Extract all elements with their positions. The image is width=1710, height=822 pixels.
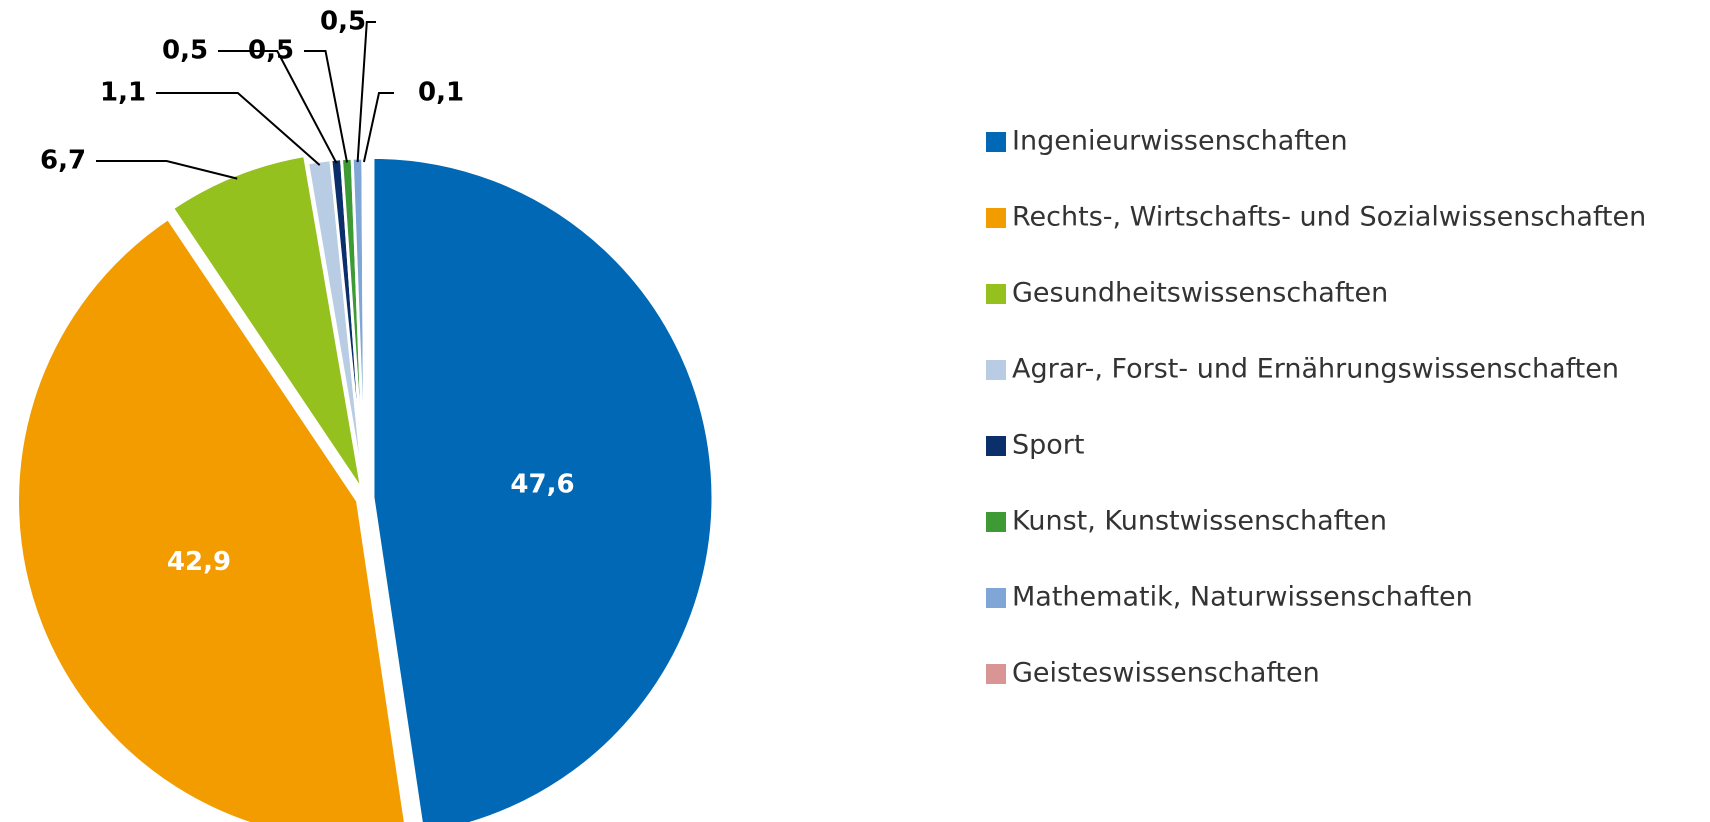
- legend-label: Mathematik, Naturwissenschaften: [1012, 582, 1473, 613]
- legend-label: Kunst, Kunstwissenschaften: [1012, 506, 1387, 537]
- data-label: 42,9: [167, 547, 231, 577]
- data-label: 0,5: [320, 7, 366, 37]
- leader-line: [156, 92, 321, 166]
- legend-swatch: [986, 588, 1006, 608]
- legend-swatch: [986, 284, 1006, 304]
- legend-swatch: [986, 360, 1006, 380]
- pie-slice: [361, 156, 367, 499]
- legend-label: Sport: [1012, 430, 1084, 461]
- pie-slice: [16, 216, 407, 822]
- pie-slice: [371, 155, 715, 822]
- data-label: 0,5: [162, 36, 208, 66]
- legend-label: Ingenieurwissenschaften: [1012, 126, 1348, 157]
- data-label: 0,5: [248, 36, 294, 66]
- data-label: 1,1: [100, 78, 146, 108]
- legend-swatch: [986, 208, 1006, 228]
- legend-swatch: [986, 512, 1006, 532]
- data-label: 47,6: [510, 469, 574, 499]
- pie-slice: [170, 153, 364, 492]
- leader-line: [218, 50, 338, 164]
- leader-line: [356, 21, 376, 163]
- legend-label: Geisteswissenschaften: [1012, 658, 1320, 689]
- legend-label: Rechts-, Wirtschafts- und Sozialwissensc…: [1012, 202, 1646, 233]
- leader-line: [304, 50, 349, 163]
- legend-swatch: [986, 436, 1006, 456]
- legend-label: Gesundheitswissenschaften: [1012, 278, 1388, 309]
- data-label: 6,7: [40, 146, 86, 176]
- legend-label: Agrar-, Forst- und Ernährungswissenschaf…: [1012, 354, 1619, 385]
- leader-line: [362, 92, 394, 163]
- data-label: 0,1: [418, 78, 464, 108]
- legend-swatch: [986, 132, 1006, 152]
- leader-line: [96, 160, 238, 180]
- legend-swatch: [986, 664, 1006, 684]
